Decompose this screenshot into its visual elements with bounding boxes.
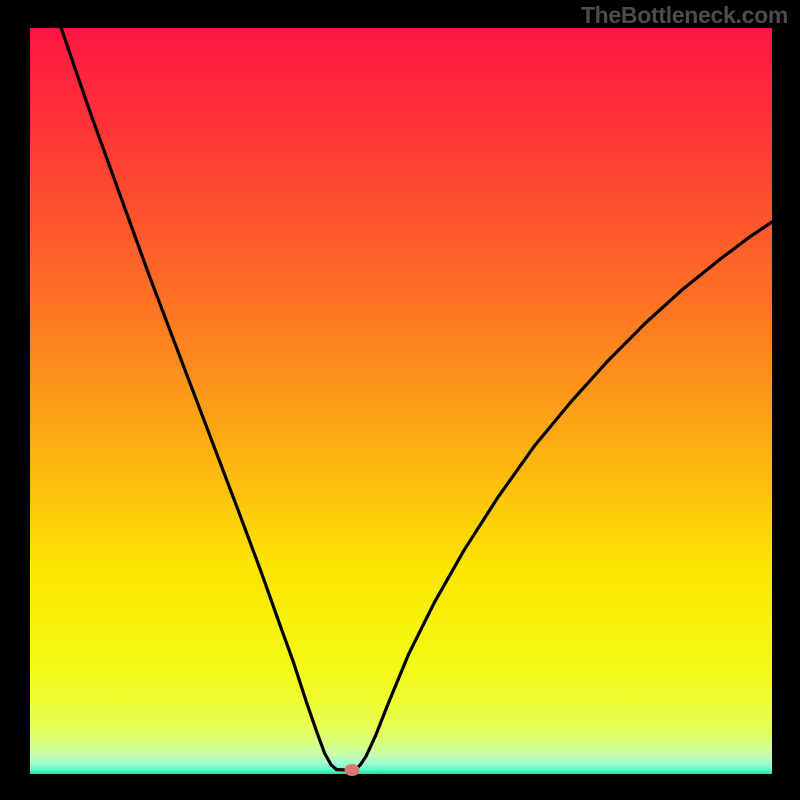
watermark-text: TheBottleneck.com — [581, 2, 788, 29]
gradient-background — [30, 28, 772, 774]
bottleneck-curve — [30, 28, 772, 774]
plot-area — [30, 28, 772, 774]
chart-canvas: TheBottleneck.com — [0, 0, 800, 800]
optimum-marker — [345, 764, 360, 776]
